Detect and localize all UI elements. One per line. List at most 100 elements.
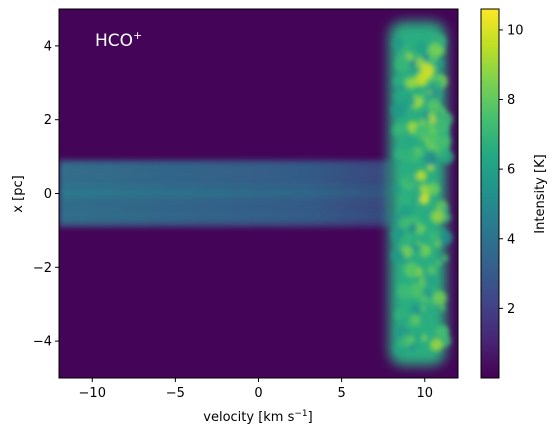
bright-speck <box>403 261 420 278</box>
y-axis-ticks: 4 2 0 −2 −4 <box>33 39 59 350</box>
bright-speck <box>437 230 453 245</box>
bright-speck <box>430 338 443 352</box>
band-streak <box>59 213 392 218</box>
bright-speck <box>419 71 429 81</box>
band-streak <box>59 198 392 203</box>
bright-speck <box>432 290 447 306</box>
colorbar-label: Intensity [K] <box>533 154 548 233</box>
colorbar <box>480 8 500 379</box>
band-streak <box>59 206 392 211</box>
bright-speck <box>415 41 429 54</box>
bright-speck <box>394 308 408 322</box>
bright-speck <box>436 60 444 68</box>
bright-speck <box>397 216 411 230</box>
bright-speck <box>419 294 429 304</box>
colorbar-tick-label: 2 <box>507 302 515 317</box>
colorbar-ticks: 2 4 6 8 10 <box>499 23 524 317</box>
bright-speck <box>435 119 451 135</box>
bright-speck <box>392 38 405 50</box>
bright-speck <box>408 186 423 201</box>
bright-speck <box>435 260 442 267</box>
bright-speck <box>410 304 422 315</box>
y-axis-label: x [pc] <box>11 175 26 212</box>
bright-speck <box>397 84 406 92</box>
bright-speck <box>397 283 414 300</box>
bright-speck <box>403 232 412 241</box>
bright-speck <box>424 152 438 166</box>
y-tick-label: 4 <box>44 39 52 54</box>
bright-speck <box>415 97 424 106</box>
bright-speck <box>420 91 427 99</box>
y-tick-label: −2 <box>33 261 52 276</box>
bright-speck <box>421 334 428 342</box>
band-streak <box>59 184 392 189</box>
band-streak <box>59 161 392 166</box>
bright-speck <box>391 249 405 263</box>
x-tick-label: 0 <box>254 386 262 401</box>
x-tick-label: −10 <box>79 386 106 401</box>
y-tick-label: −4 <box>33 335 52 350</box>
band-streak <box>59 176 392 181</box>
bright-speck <box>409 314 421 326</box>
band-streak <box>59 191 392 196</box>
bright-speck <box>398 192 413 207</box>
colorbar-tick-label: 6 <box>507 163 515 178</box>
bright-speck <box>412 68 419 75</box>
colorbar-tick-label: 8 <box>507 93 515 108</box>
bright-speck <box>402 204 415 216</box>
band-streak <box>59 221 392 226</box>
bright-speck <box>399 147 416 164</box>
bright-speck <box>430 210 445 224</box>
bright-speck <box>401 43 411 53</box>
bright-speck <box>415 170 427 182</box>
x-tick-label: −5 <box>166 386 185 401</box>
bright-speck <box>399 51 407 58</box>
bright-speck <box>427 43 442 58</box>
bright-speck <box>429 53 438 62</box>
x-axis-ticks: −10 −5 0 5 10 <box>79 378 433 401</box>
x-tick-label: 10 <box>416 386 433 401</box>
colorbar-tick-label: 4 <box>507 232 515 247</box>
bright-speck <box>406 335 415 344</box>
heatmap-area <box>59 9 458 378</box>
bright-region-specks <box>391 34 454 355</box>
bright-speck <box>393 93 401 101</box>
bright-speck <box>426 298 436 308</box>
bright-speck <box>432 79 442 90</box>
bright-speck <box>430 88 443 101</box>
bright-speck <box>427 165 434 172</box>
bright-speck <box>427 98 441 112</box>
bright-speck <box>441 254 449 262</box>
bright-speck <box>401 93 416 108</box>
bright-speck <box>415 249 422 256</box>
bright-speck <box>439 136 450 148</box>
bright-speck <box>391 102 407 118</box>
species-annotation: HCO+ <box>95 29 142 51</box>
bright-speck <box>393 76 403 86</box>
y-tick-label: 0 <box>44 187 52 202</box>
bright-speck <box>414 123 430 140</box>
bright-speck <box>427 265 437 276</box>
bright-speck <box>421 53 430 61</box>
bright-speck <box>422 273 437 287</box>
bright-speck <box>442 206 450 214</box>
colorbar-tick-label: 10 <box>507 23 524 38</box>
horizontal-band <box>59 160 392 227</box>
bright-speck <box>405 173 416 185</box>
x-axis-label: velocity [km s−1] <box>203 409 312 425</box>
bright-speck <box>425 210 432 217</box>
bright-region <box>389 21 454 366</box>
bright-speck <box>435 324 449 338</box>
bright-speck <box>429 230 441 243</box>
bright-speck <box>428 112 437 120</box>
band-streak <box>59 169 392 174</box>
bright-speck <box>411 243 419 251</box>
bright-speck <box>402 135 418 151</box>
bright-speck <box>439 304 446 312</box>
bright-speck <box>406 77 418 89</box>
bright-speck <box>438 149 454 165</box>
bright-speck <box>395 56 411 72</box>
bright-speck <box>419 194 430 205</box>
y-tick-label: 2 <box>44 113 52 128</box>
